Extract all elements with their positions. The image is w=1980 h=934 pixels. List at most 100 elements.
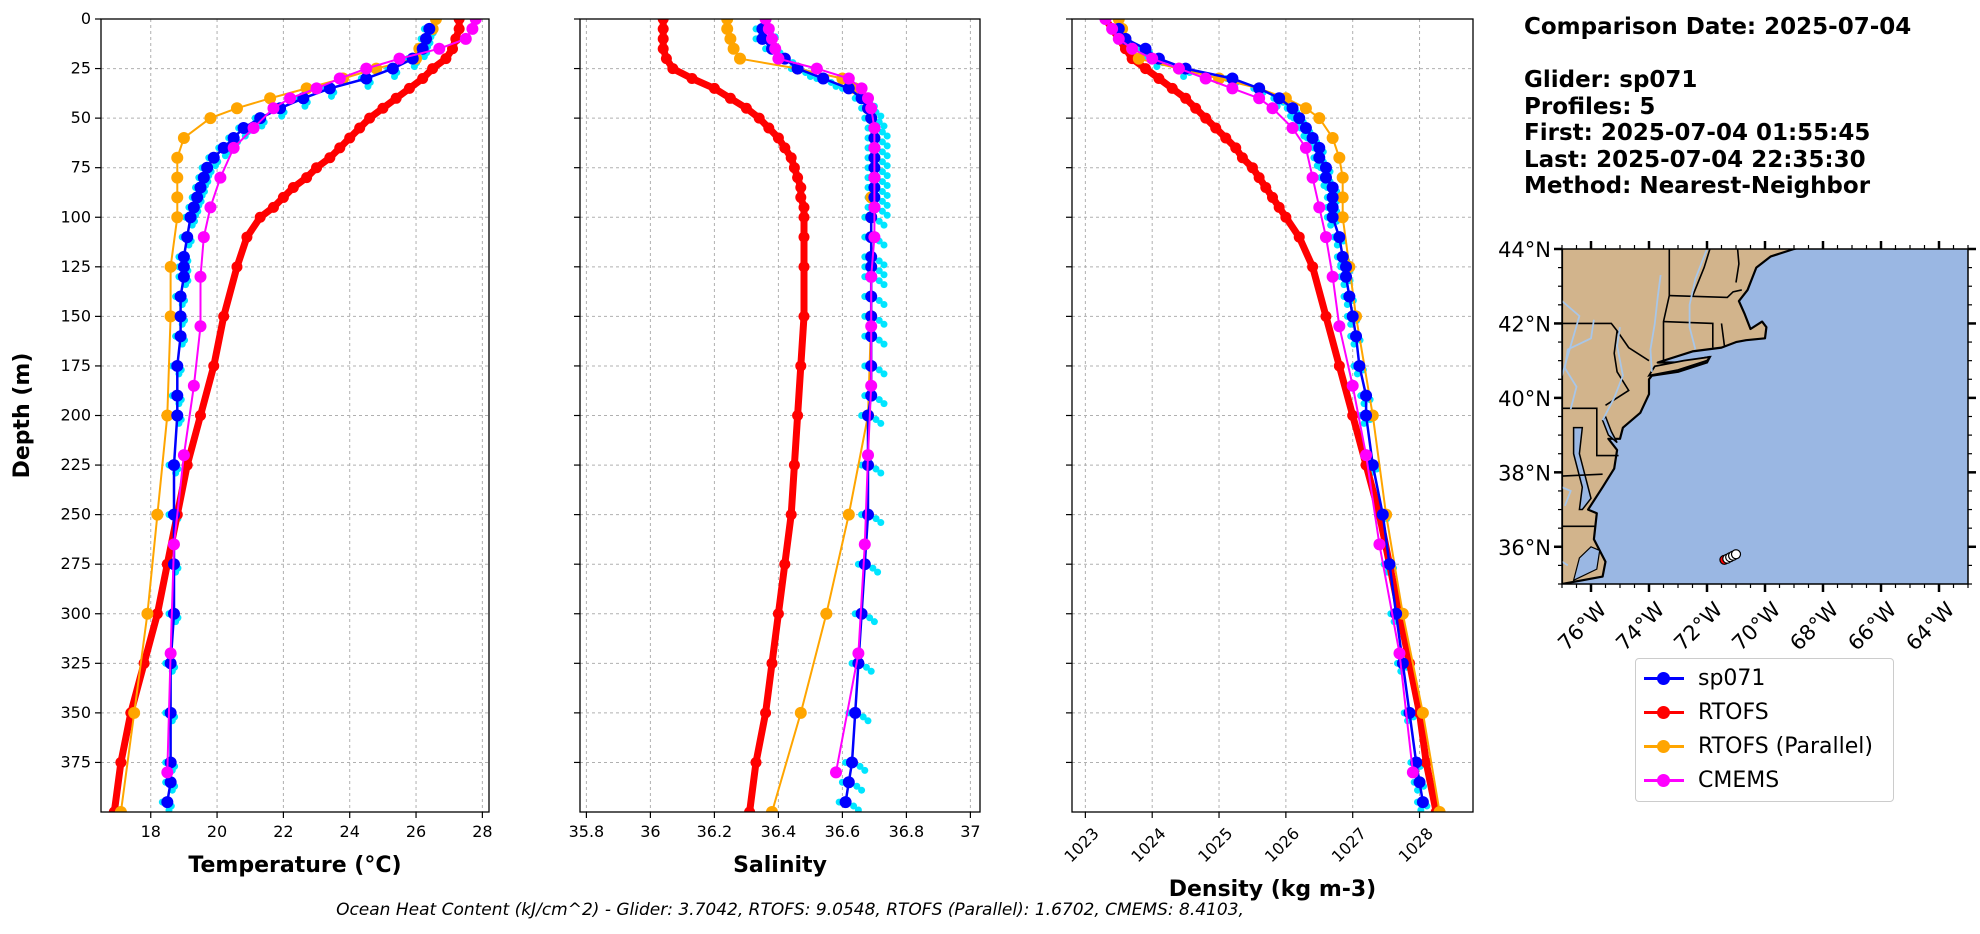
glider-profile-point [883,201,891,209]
data-point [1307,261,1319,273]
glider-profile-point [878,178,886,186]
data-point [660,53,672,65]
data-point [1366,459,1379,472]
x-tick-label: 26 [406,822,426,841]
x-axis-label: Temperature (°C) [188,853,401,878]
glider-profile-point [861,766,869,774]
data-point [1313,112,1326,125]
glider-profile-point [390,72,398,80]
glider-profile-point [872,465,880,473]
data-point [1273,201,1285,213]
glider-profile-point [877,419,885,427]
data-point [354,122,366,134]
y-tick-label: 175 [60,356,91,375]
glider-profile-point [875,396,883,404]
x-tick-label: 36.4 [761,822,797,841]
y-tick-label: 50 [71,108,91,127]
series-rtofs [657,19,810,812]
legend-item-cmems: CMEMS [1644,765,1779,795]
data-point [1112,32,1125,45]
lon-tick-label: 76°W [1553,597,1611,655]
data-point [1190,102,1202,114]
glider-profile-point [301,102,309,110]
glider-profile-point [883,162,891,170]
data-point [1226,72,1239,85]
glider-profile-point [1313,162,1321,170]
glider-profile-point [880,370,888,378]
data-point [187,201,200,214]
glider-profile-point [866,614,874,622]
data-point [1253,172,1265,184]
y-tick-label: 250 [60,505,91,524]
data-point [708,82,720,94]
data-point [277,191,289,203]
data-point [164,260,177,273]
x-axis-label: Salinity [733,853,827,878]
data-point [177,449,190,462]
glider-profile-point [875,297,883,305]
data-point [721,19,734,25]
data-point [227,131,240,144]
data-point [798,231,810,243]
glider-profile-point [880,300,888,308]
data-point [333,72,346,85]
data-point [1210,122,1222,134]
data-point [1416,706,1429,719]
data-point [161,766,174,779]
glider-profile-point [1414,786,1422,794]
data-point [364,112,376,124]
data-point [820,607,833,620]
data-point [171,211,184,224]
data-point [181,231,194,244]
data-point [1166,82,1178,94]
data-point [187,379,200,392]
data-point [798,261,810,273]
series-cmems [759,19,881,779]
data-point [744,806,756,812]
data-point [724,92,736,104]
x-tick-label: 36.6 [825,822,861,841]
glider-profile-point [410,63,418,71]
glider-profile-point [420,53,428,61]
data-point [868,122,881,135]
data-point [868,231,881,244]
lat-tick-label: 42°N [1498,312,1551,336]
state-border [1662,249,1671,361]
glider-profile-point [875,316,883,324]
y-tick-label: 150 [60,306,91,325]
glider-profile-point [872,415,880,423]
river [1562,486,1572,507]
glider-profile-point [880,320,888,328]
glider-profile-point [850,802,858,810]
data-point [191,191,204,204]
data-point [390,92,402,104]
data-point [360,72,373,85]
data-point [114,806,127,812]
data-point [721,22,734,35]
glider-name: Glider: sp071 [1524,67,1698,93]
x-tick-label: 36.2 [697,822,733,841]
data-point [1420,756,1432,768]
state-border [1735,249,1740,283]
data-point [161,409,174,422]
x-tick-label: 28 [472,822,492,841]
data-point [115,756,127,768]
glider-profile-point [875,267,883,275]
data-point [427,63,439,75]
gridlines [101,18,489,812]
glider-profile-point [880,271,888,279]
data-point [756,32,769,45]
legend-label: sp071 [1698,665,1766,691]
data-point [1106,22,1119,35]
data-point [1347,410,1359,421]
data-point [794,706,807,719]
data-point [1299,102,1312,115]
data-point [846,756,858,769]
glider-profile-point [1180,72,1188,80]
data-point [151,608,163,620]
data-point [194,410,206,421]
data-point [795,191,807,203]
data-point [1246,162,1258,174]
data-point [1153,72,1165,84]
y-tick-label: 200 [60,406,91,425]
